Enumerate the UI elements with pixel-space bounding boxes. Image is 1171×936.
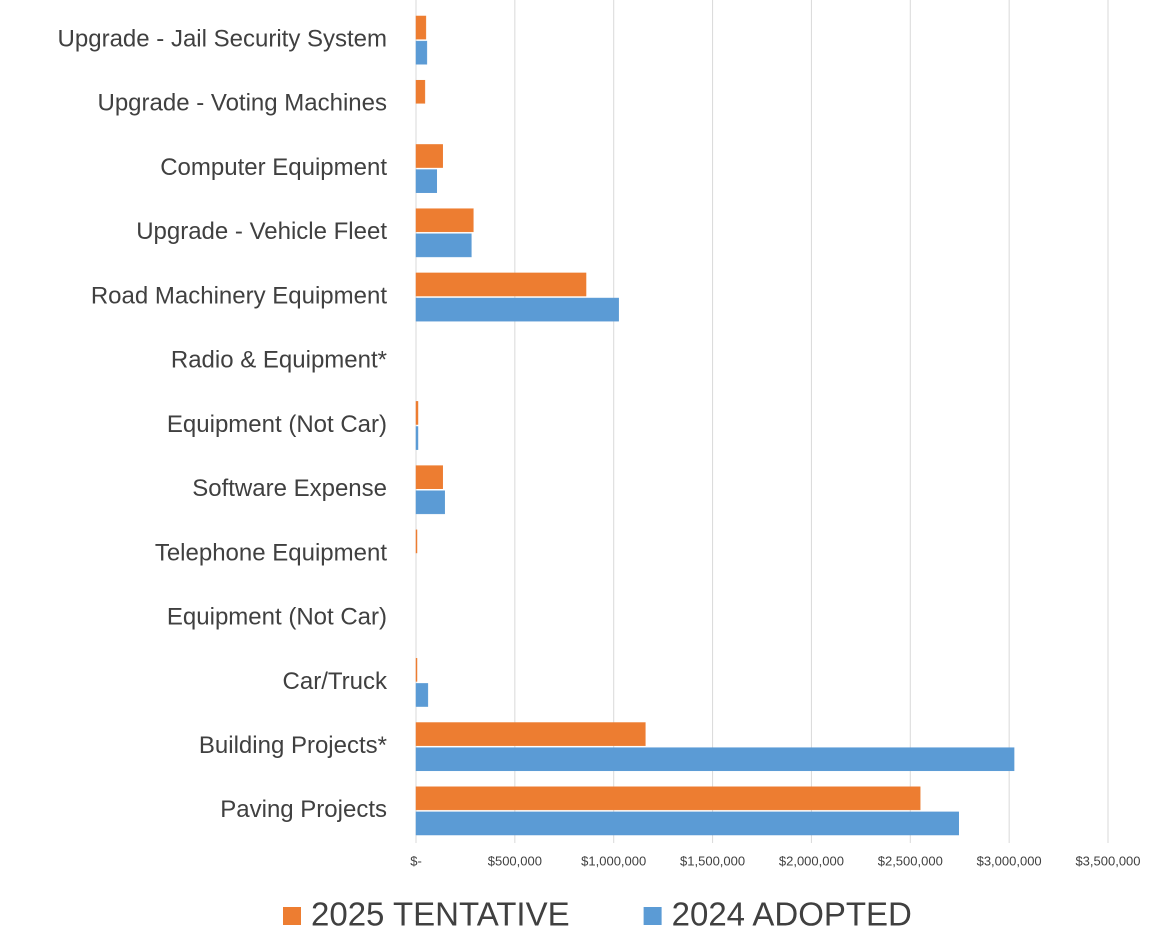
legend-label: 2025 TENTATIVE: [311, 896, 570, 933]
bar: [415, 490, 445, 515]
bar: [415, 786, 921, 811]
x-tick-label: $2,000,000: [779, 853, 844, 868]
bar: [415, 79, 426, 104]
category-label: Computer Equipment: [160, 154, 387, 181]
bar: [415, 658, 418, 682]
category-label: Upgrade - Vehicle Fleet: [136, 218, 387, 245]
category-label: Upgrade - Voting Machines: [98, 90, 388, 117]
bar: [415, 426, 419, 450]
category-label: Radio & Equipment*: [171, 347, 387, 374]
bar: [415, 272, 587, 297]
bar: [415, 401, 419, 425]
x-tick-label: $3,500,000: [1075, 853, 1140, 868]
bar: [415, 722, 646, 746]
x-tick-label: $1,500,000: [680, 853, 745, 868]
legend-swatch: [643, 907, 662, 925]
category-label: Equipment (Not Car): [167, 411, 387, 438]
x-tick-label: $1,000,000: [581, 853, 646, 868]
category-label: Software Expense: [192, 475, 387, 502]
category-label: Equipment (Not Car): [167, 604, 387, 631]
bar: [415, 233, 472, 258]
bar: [415, 297, 619, 322]
x-tick-label: $3,000,000: [977, 853, 1042, 868]
bar: [415, 683, 429, 707]
category-label: Car/Truck: [283, 668, 388, 695]
legend-swatch: [283, 907, 301, 925]
category-label: Paving Projects: [220, 796, 387, 823]
x-tick-label: $-: [410, 853, 422, 868]
category-label: Road Machinery Equipment: [91, 282, 387, 309]
x-tick-label: $500,000: [488, 853, 542, 868]
bar: [415, 15, 427, 40]
bar: [415, 144, 443, 168]
bar: [415, 465, 443, 489]
bar: [415, 811, 959, 836]
bar: [415, 529, 418, 554]
bar: [415, 40, 428, 65]
x-tick-label: $2,500,000: [878, 853, 943, 868]
bar: [415, 747, 1015, 772]
bar: [415, 169, 438, 193]
legend-label: 2024 ADOPTED: [672, 896, 912, 933]
category-label: Building Projects*: [199, 732, 387, 759]
bar: [415, 208, 474, 233]
category-label: Upgrade - Jail Security System: [58, 25, 387, 52]
category-label: Telephone Equipment: [155, 539, 388, 566]
